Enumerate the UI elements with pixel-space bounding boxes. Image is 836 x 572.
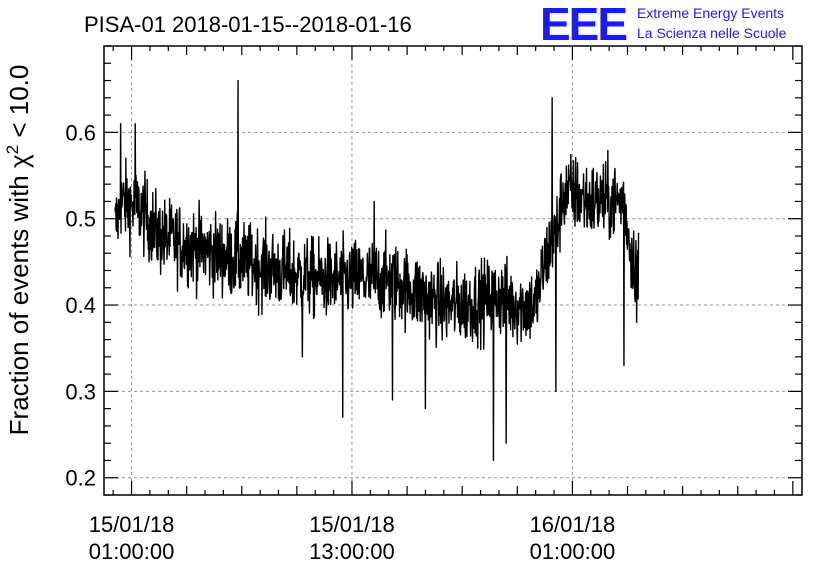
- y-tick-label-0: 0.2: [65, 466, 96, 491]
- x-tick-label-date-1: 15/01/18: [309, 512, 395, 537]
- eee-logo-line2: La Scienza nelle Scuole: [637, 25, 787, 41]
- plot-frame: [103, 45, 803, 496]
- eee-logo-mark: EEE: [540, 0, 626, 50]
- y-axis-label-exponent: 2: [3, 145, 22, 154]
- eee-logo-line1: Extreme Energy Events: [637, 5, 784, 21]
- y-axis-label-suffix: < 10.0: [4, 65, 34, 145]
- x-tick-label-date-0: 15/01/18: [89, 512, 175, 537]
- eee-logo: EEE Extreme Energy Events La Scienza nel…: [540, 0, 787, 50]
- y-tick-label-1: 0.3: [65, 379, 96, 404]
- x-tick-label-time-0: 01:00:00: [89, 539, 175, 564]
- x-tick-label-date-2: 16/01/18: [530, 512, 616, 537]
- y-tick-label-3: 0.5: [65, 207, 96, 232]
- y-axis-label: Fraction of events with χ2 < 10.0: [3, 65, 34, 436]
- chart-title: PISA-01 2018-01-15--2018-01-16: [84, 12, 412, 37]
- y-tick-label-2: 0.4: [65, 293, 96, 318]
- axes: 0.20.30.40.50.615/01/1801:00:0015/01/181…: [65, 45, 803, 564]
- series-line: [114, 79, 640, 462]
- x-tick-label-time-2: 01:00:00: [530, 539, 616, 564]
- y-tick-label-4: 0.6: [65, 120, 96, 145]
- grid-lines: [104, 46, 802, 495]
- x-tick-label-time-1: 13:00:00: [309, 539, 395, 564]
- series-layer: [114, 79, 640, 462]
- y-axis-label-symbol: χ: [4, 154, 34, 168]
- y-axis-label-prefix: Fraction of events with: [4, 168, 34, 435]
